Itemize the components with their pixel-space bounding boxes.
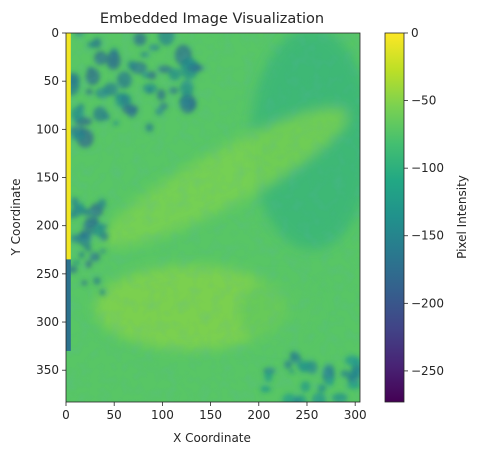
x-tick-label: 200 bbox=[247, 408, 270, 422]
colorbar-ticks: 0 −50 −100 −150 −200 −250 bbox=[404, 26, 444, 378]
region-left-edge-bright bbox=[66, 33, 71, 259]
y-tick-label: 250 bbox=[36, 267, 59, 281]
y-tick-label: 0 bbox=[51, 26, 59, 40]
y-tick-label: 150 bbox=[36, 171, 59, 185]
x-tick-label: 300 bbox=[344, 408, 367, 422]
x-tick-label: 250 bbox=[296, 408, 319, 422]
colorbar-label: Pixel Intensity bbox=[455, 175, 469, 259]
colorbar-tick-label: −100 bbox=[411, 161, 444, 175]
y-tick-label: 100 bbox=[36, 122, 59, 136]
y-axis: 0 50 100 150 200 250 300 350 bbox=[36, 26, 66, 377]
x-axis-title: X Coordinate bbox=[173, 431, 251, 445]
heatmap-image bbox=[63, 26, 373, 408]
y-tick-label: 350 bbox=[36, 363, 59, 377]
colorbar-tick-label: −250 bbox=[411, 364, 444, 378]
x-tick-label: 150 bbox=[199, 408, 222, 422]
y-tick-label: 300 bbox=[36, 315, 59, 329]
x-tick-label: 0 bbox=[62, 408, 70, 422]
plot-area bbox=[63, 26, 373, 408]
heatmap-texture bbox=[66, 33, 360, 402]
colorbar: 0 −50 −100 −150 −200 −250 Pixel Intensity bbox=[385, 26, 469, 402]
region-left-edge-dark bbox=[66, 259, 71, 351]
x-axis: 0 50 100 150 200 250 300 bbox=[62, 402, 366, 422]
colorbar-tick-label: 0 bbox=[411, 26, 419, 40]
colorbar-tick-label: −150 bbox=[411, 229, 444, 243]
colorbar-tick-label: −200 bbox=[411, 296, 444, 310]
y-tick-label: 200 bbox=[36, 219, 59, 233]
chart-title: Embedded Image Visualization bbox=[100, 11, 324, 27]
x-tick-label: 100 bbox=[151, 408, 174, 422]
y-axis-title: Y Coordinate bbox=[9, 179, 23, 257]
x-tick-label: 50 bbox=[107, 408, 122, 422]
colorbar-gradient bbox=[385, 33, 404, 402]
colorbar-tick-label: −50 bbox=[411, 94, 436, 108]
y-tick-label: 50 bbox=[44, 74, 59, 88]
